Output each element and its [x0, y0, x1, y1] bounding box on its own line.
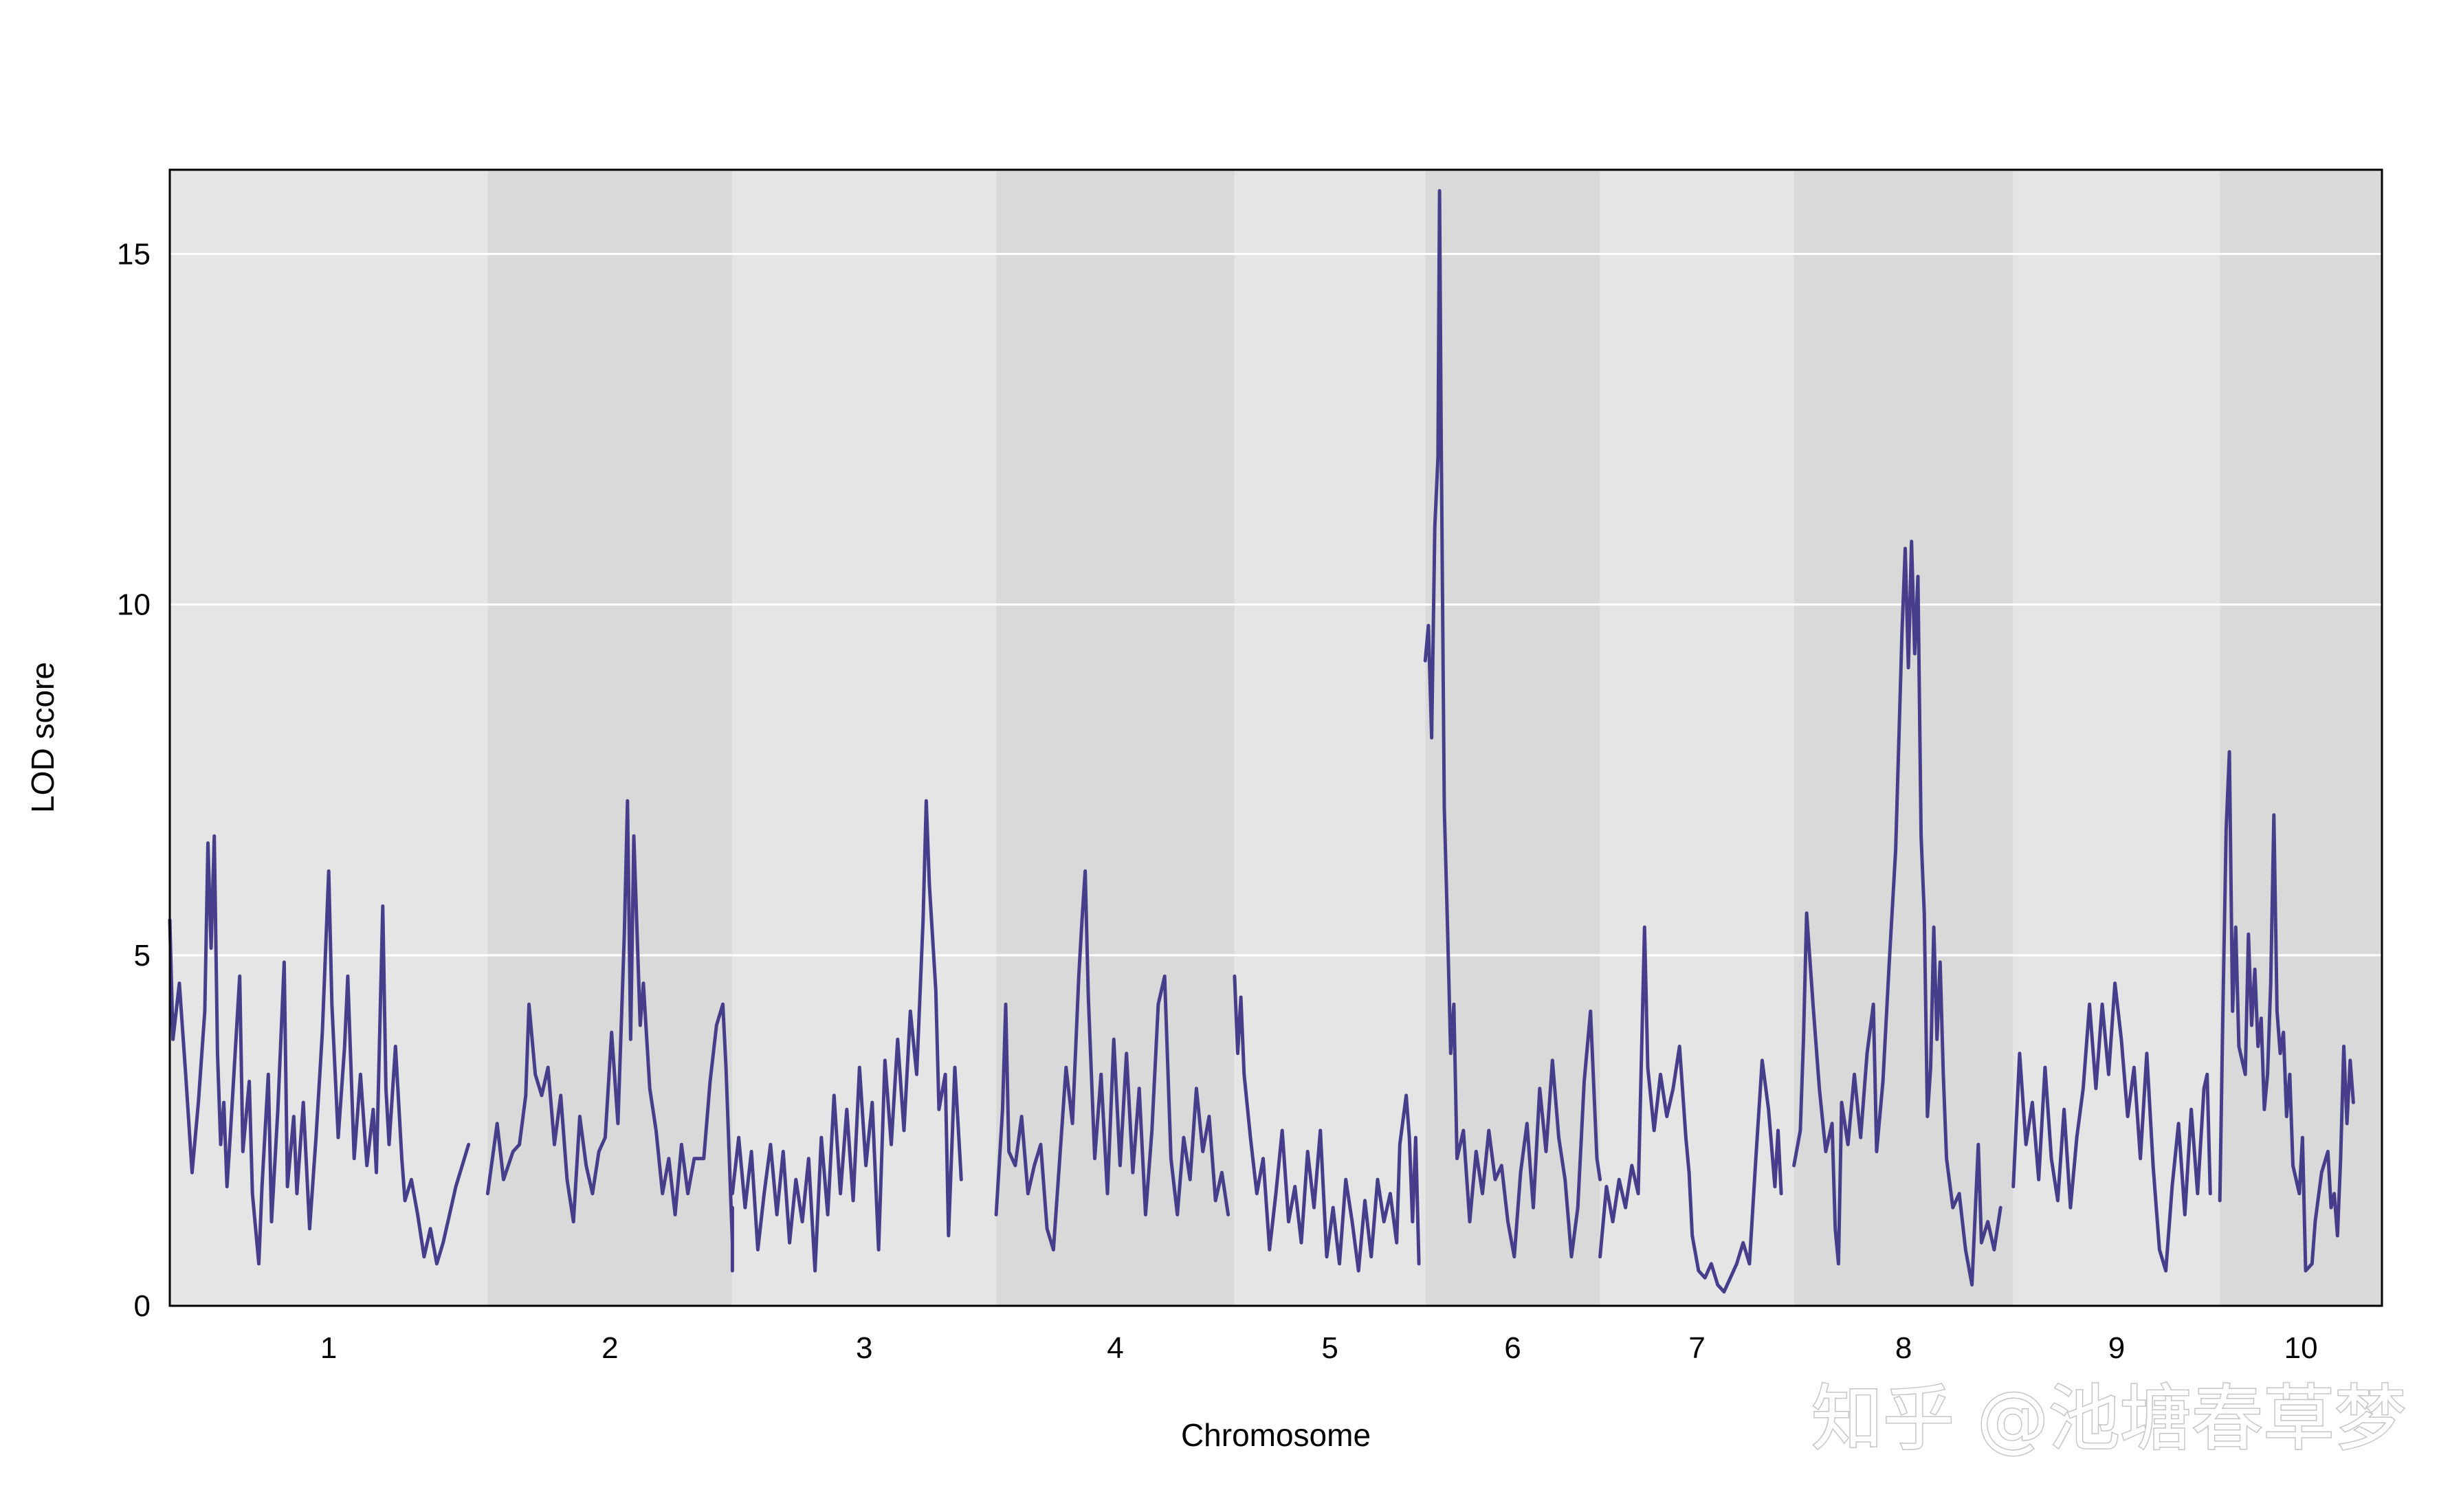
chromosome-band-10 — [2220, 170, 2382, 1306]
lod-series — [168, 189, 2355, 1294]
chromosome-bands — [170, 170, 2382, 1306]
y-tick-label-10: 10 — [117, 588, 151, 622]
y-axis-title: LOD score — [25, 662, 60, 813]
chromosome-band-5 — [1234, 170, 1426, 1306]
x-tick-label-9: 9 — [2108, 1331, 2125, 1365]
x-tick-label-6: 6 — [1504, 1331, 1521, 1365]
chromosome-band-4 — [996, 170, 1235, 1306]
lod-line-chr-1 — [168, 834, 471, 1266]
x-tick-label-10: 10 — [2284, 1331, 2318, 1365]
x-tick-label-2: 2 — [602, 1331, 618, 1365]
x-tick-label-5: 5 — [1321, 1331, 1338, 1365]
chromosome-band-1 — [170, 170, 488, 1306]
lod-line-chr-3 — [730, 799, 963, 1273]
lod-line-chr-2 — [485, 799, 734, 1273]
lod-line-chr-9 — [2011, 981, 2212, 1273]
x-tick-label-7: 7 — [1688, 1331, 1705, 1365]
chromosome-band-8 — [1794, 170, 2013, 1306]
chromosome-band-2 — [487, 170, 733, 1306]
plot-frame — [168, 168, 2383, 1307]
x-axis: 1 2 3 4 5 6 7 8 9 10 — [320, 1331, 2318, 1365]
lod-line-chr-7 — [1598, 925, 1783, 1294]
x-tick-label-4: 4 — [1107, 1331, 1123, 1365]
chromosome-band-7 — [1600, 170, 1794, 1306]
chromosome-band-6 — [1425, 170, 1600, 1306]
lod-line-chr-5 — [1233, 974, 1421, 1273]
lod-line-chr-8 — [1792, 540, 2002, 1287]
x-axis-title: Chromosome — [1181, 1417, 1371, 1453]
x-tick-label-3: 3 — [856, 1331, 872, 1365]
lod-line-chr-4 — [994, 869, 1230, 1252]
y-tick-label-5: 5 — [134, 939, 151, 972]
lod-line-chr-10 — [2218, 750, 2355, 1273]
watermark: 知乎 @池塘春草梦 — [1811, 1377, 2406, 1460]
x-tick-label-8: 8 — [1895, 1331, 1912, 1365]
y-axis: 0 5 10 15 — [117, 237, 151, 1323]
x-tick-label-1: 1 — [320, 1331, 337, 1365]
y-tick-label-15: 15 — [117, 237, 151, 271]
gridlines — [170, 252, 2382, 957]
lod-line-chr-6 — [1423, 189, 1602, 1259]
y-tick-label-0: 0 — [134, 1289, 151, 1323]
